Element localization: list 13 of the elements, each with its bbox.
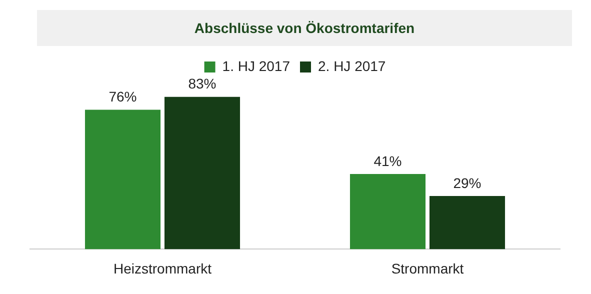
data-label: 76% — [108, 88, 137, 105]
data-label: 29% — [453, 174, 482, 191]
bar — [350, 174, 426, 250]
data-label: 41% — [374, 152, 402, 169]
chart-title: Abschlüsse von Ökostromtarifen — [37, 10, 572, 46]
bar — [164, 96, 240, 250]
data-label: 83% — [188, 76, 216, 92]
x-tick-label: Strommarkt — [391, 260, 464, 276]
x-tick-label: Heizstrommarkt — [113, 260, 212, 276]
bar — [429, 196, 506, 250]
bar — [84, 110, 161, 250]
legend-label: 1. HJ 2017 — [222, 58, 290, 74]
legend-label: 2. HJ 2017 — [318, 58, 386, 74]
